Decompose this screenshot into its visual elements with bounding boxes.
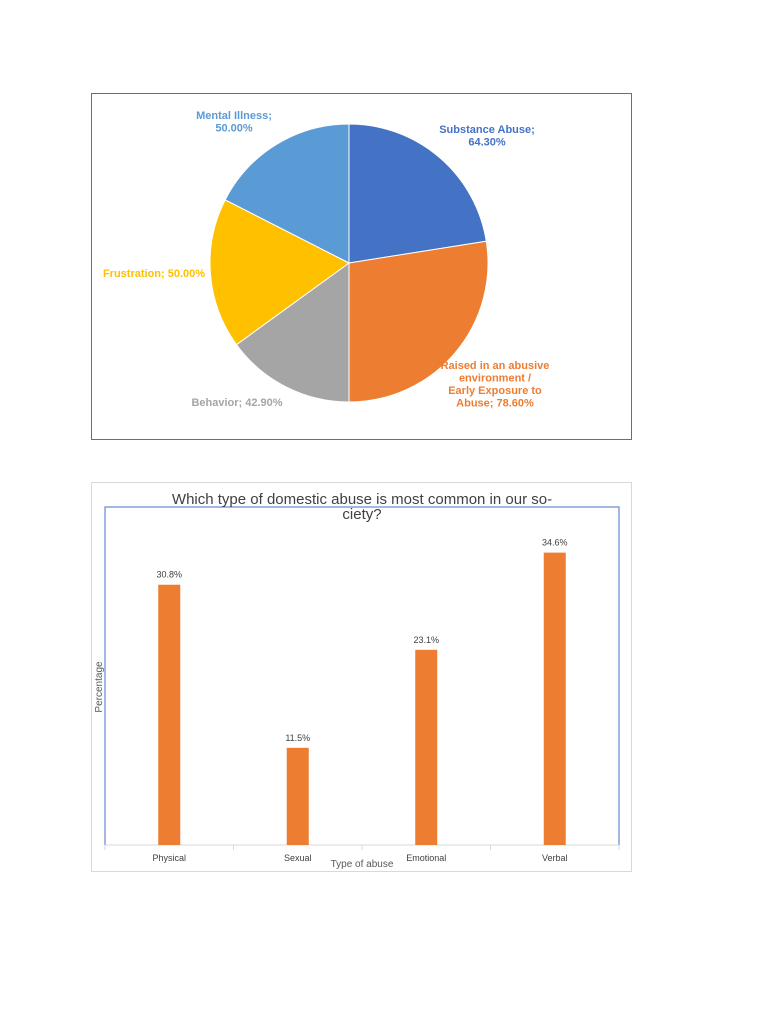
bar-emotional: [415, 649, 438, 845]
bar-chart: Which type of domestic abuse is most com…: [91, 482, 632, 872]
pie-data-label: Behavior; 42.90%: [191, 397, 282, 409]
bar-chart-svg: Which type of domestic abuse is most com…: [94, 491, 620, 870]
bar-value-label: 23.1%: [413, 635, 439, 645]
pie-chart-svg: Substance Abuse; 64.30% Raised in an abusi…: [103, 110, 550, 410]
x-tick-label: Emotional: [406, 853, 446, 863]
pie-slice-behavior: [235, 262, 350, 403]
pie-data-label: Mental Illness; 50.00%: [196, 110, 272, 135]
pie-slice-raised-in-an-abusive-environment-early-exposure-to-abuse: [348, 240, 489, 403]
bar-verbal: [543, 552, 566, 845]
x-tick-label: Verbal: [542, 853, 568, 863]
pie-chart: Substance Abuse; 64.30% Raised in an abusi…: [91, 93, 632, 440]
pie-data-label: Raised in an abusive environment / Early E…: [441, 360, 550, 410]
x-tick-label: Sexual: [284, 853, 312, 863]
pie-data-label: Substance Abuse; 64.30%: [439, 124, 535, 149]
bar-value-label: 11.5%: [285, 733, 310, 743]
bar-physical: [158, 584, 181, 845]
pie-data-label: Frustration; 50.00%: [103, 268, 205, 280]
bar-chart-title: Which type of domestic abuse is most com…: [172, 491, 552, 523]
x-tick-label: Physical: [152, 853, 186, 863]
pie-slice-frustration: [209, 199, 350, 346]
pie-slice-mental-illness: [224, 123, 350, 264]
y-axis-title: Percentage: [94, 661, 105, 713]
bar-value-label: 30.8%: [156, 570, 182, 580]
plot-area: [104, 506, 620, 846]
bar-sexual: [286, 747, 309, 845]
pie-slice-substance-abuse: [348, 123, 487, 264]
bar-value-label: 34.6%: [542, 538, 568, 548]
x-axis-title: Type of abuse: [331, 859, 394, 870]
